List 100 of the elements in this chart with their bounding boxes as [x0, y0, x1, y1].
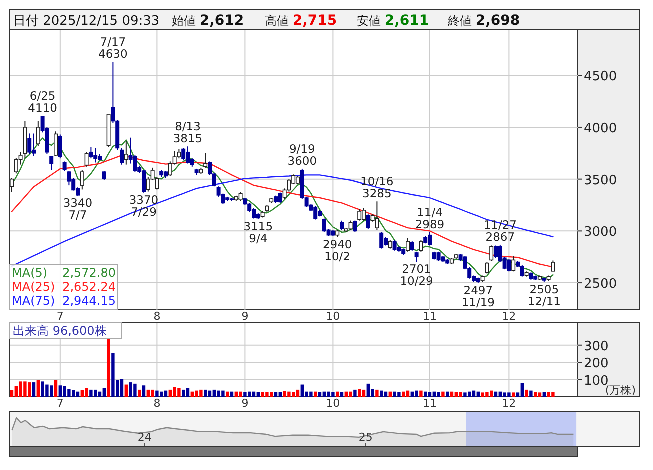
- candlestick: [124, 140, 128, 166]
- bar: [384, 392, 388, 397]
- x-tick-label: 12: [502, 310, 516, 323]
- bar: [459, 392, 462, 397]
- x-tick-label: 24: [138, 431, 152, 444]
- bar: [54, 380, 58, 397]
- bar: [415, 390, 418, 397]
- annotation: 11/4 2989: [415, 205, 445, 232]
- bar: [239, 392, 242, 397]
- candlestick: [507, 258, 512, 272]
- bar: [494, 392, 498, 397]
- bar: [107, 338, 110, 397]
- bar: [358, 389, 362, 397]
- bar: [530, 390, 533, 397]
- y-tick-label: 2500: [584, 277, 618, 292]
- bar: [182, 390, 186, 397]
- bar: [380, 390, 384, 397]
- candlestick: [520, 264, 524, 278]
- bar: [437, 392, 440, 397]
- bar: [278, 392, 282, 397]
- candlestick: [436, 251, 441, 262]
- bar: [36, 380, 40, 397]
- text: MA(25): [12, 280, 56, 294]
- candlestick: [28, 133, 32, 155]
- candlestick: [485, 262, 490, 274]
- bar: [538, 392, 542, 397]
- candlestick: [366, 214, 370, 230]
- candlestick: [84, 152, 89, 168]
- candlestick: [54, 131, 58, 158]
- x-tick-label: 11: [423, 397, 437, 410]
- bar: [256, 392, 260, 397]
- bar: [464, 392, 467, 397]
- text: 始値 2,612: [172, 13, 244, 29]
- bar: [274, 392, 278, 397]
- candlestick: [50, 156, 54, 170]
- bar: [208, 390, 212, 397]
- bar: [542, 392, 546, 397]
- candlestick: [120, 148, 124, 166]
- bar: [420, 390, 423, 397]
- annotation: 6/25 4110: [28, 89, 58, 116]
- bar: [450, 392, 454, 397]
- bar: [10, 390, 14, 397]
- x-tick-label: 8: [154, 310, 161, 323]
- bar: [102, 388, 106, 397]
- candlestick: [358, 208, 362, 222]
- candlestick: [406, 238, 410, 252]
- annotation: 8/13 3815: [173, 120, 203, 146]
- bar: [362, 390, 366, 397]
- candlestick: [89, 146, 94, 160]
- bar: [90, 390, 93, 397]
- y-tick-label: 3000: [584, 225, 618, 240]
- candlestick: [62, 161, 67, 172]
- bar: [186, 388, 190, 397]
- bar: [534, 392, 538, 397]
- bar: [525, 390, 528, 397]
- annotation: 2,572.80: [62, 266, 116, 280]
- bar: [252, 392, 256, 397]
- candlestick: [36, 120, 40, 147]
- candlestick: [490, 245, 494, 262]
- y-axis-title: (万株): [605, 384, 636, 397]
- text: 安値 2,611: [357, 13, 430, 29]
- bar: [424, 392, 428, 397]
- y-tick-label: 200: [584, 356, 609, 372]
- annotation: 3340 7/7: [63, 196, 93, 222]
- bar: [112, 353, 115, 397]
- candlestick: [353, 220, 358, 233]
- candlestick: [182, 148, 186, 162]
- annotation: 2,944.15: [62, 294, 116, 308]
- bar: [138, 390, 142, 397]
- text: MA(5): [12, 266, 48, 280]
- annotation: 2505 12/11: [528, 282, 561, 309]
- bar: [520, 383, 524, 397]
- bar: [204, 390, 208, 397]
- bar: [156, 390, 159, 397]
- candlestick: [80, 170, 84, 190]
- annotation: 7/17 4630: [98, 35, 128, 62]
- candlestick: [67, 170, 72, 186]
- bar: [354, 390, 357, 397]
- x-tick-label: 10: [326, 397, 340, 410]
- annotation: 2497 11/19: [462, 283, 495, 310]
- bar: [151, 390, 154, 397]
- bar: [32, 382, 36, 397]
- bar: [164, 390, 168, 397]
- y-tick-label: 300: [584, 339, 609, 354]
- x-tick-label: 9: [242, 397, 249, 410]
- annotation: 2701 10/29: [400, 262, 434, 288]
- y-tick-label: 4500: [584, 70, 618, 85]
- bar: [230, 392, 234, 397]
- y-tick-label: 4000: [584, 121, 618, 136]
- bar: [244, 392, 247, 397]
- x-tick-label: 7: [56, 397, 64, 410]
- candlestick: [278, 192, 282, 204]
- bar: [402, 392, 406, 397]
- bar: [376, 390, 379, 397]
- candlestick: [410, 241, 414, 252]
- x-tick-label: 8: [154, 397, 161, 410]
- bar: [318, 392, 322, 397]
- candlestick: [204, 152, 208, 168]
- candlestick: [512, 256, 516, 272]
- bar: [98, 392, 102, 397]
